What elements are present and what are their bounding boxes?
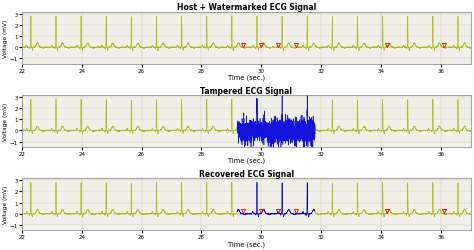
X-axis label: Time (sec.): Time (sec.) <box>228 240 265 246</box>
Title: Tampered ECG Signal: Tampered ECG Signal <box>200 86 292 95</box>
Title: Host + Watermarked ECG Signal: Host + Watermarked ECG Signal <box>177 4 316 13</box>
Y-axis label: Voltage (mV): Voltage (mV) <box>3 102 9 141</box>
Y-axis label: Voltage (mV): Voltage (mV) <box>3 185 9 224</box>
X-axis label: Time (sec.): Time (sec.) <box>228 74 265 81</box>
Title: Recovered ECG Signal: Recovered ECG Signal <box>199 169 294 178</box>
X-axis label: Time (sec.): Time (sec.) <box>228 157 265 164</box>
Y-axis label: Voltage (mV): Voltage (mV) <box>3 20 9 58</box>
